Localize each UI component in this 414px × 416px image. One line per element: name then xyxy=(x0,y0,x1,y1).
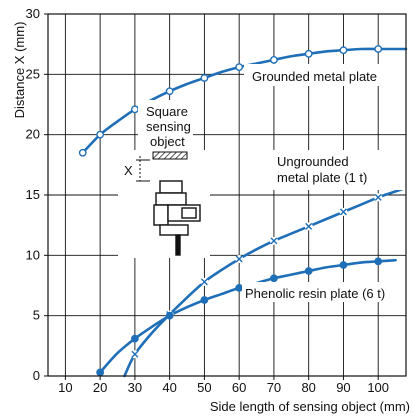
series-0-point xyxy=(130,105,139,114)
series-0-point xyxy=(200,74,209,82)
series-label-ungrounded-line2: metal plate (1 t) xyxy=(277,170,367,185)
plot-frame xyxy=(47,13,407,377)
x-tick-label: 50 xyxy=(197,380,211,395)
series-1-point xyxy=(235,254,244,263)
y-tick-label: 30 xyxy=(26,6,40,21)
distance-symbol: X xyxy=(124,163,133,178)
series-1-point xyxy=(269,236,278,245)
series-1-point xyxy=(130,350,139,359)
series-2-point xyxy=(130,334,139,343)
x-tick-label: 30 xyxy=(128,380,142,395)
series-2-point xyxy=(339,261,348,269)
series-1-point xyxy=(200,277,209,286)
series-1-point xyxy=(304,222,313,231)
x-tick-label: 60 xyxy=(232,380,246,395)
x-axis-label: Side length of sensing object (mm) xyxy=(210,399,410,414)
series-2-point xyxy=(374,257,383,266)
y-axis-label: Distance X (mm) xyxy=(12,22,27,119)
series-0-point xyxy=(374,45,383,53)
x-tick-label: 20 xyxy=(93,380,107,395)
series-0-point xyxy=(339,46,348,55)
series-2-point xyxy=(304,267,313,275)
x-tick-label: 70 xyxy=(267,380,281,395)
series-2-point xyxy=(235,284,244,292)
sensing-plate-icon xyxy=(152,151,188,160)
y-tick-label: 20 xyxy=(26,127,40,142)
x-tick-label: 40 xyxy=(162,380,176,395)
y-tick-label: 25 xyxy=(26,66,40,81)
y-tick-label: 0 xyxy=(33,368,40,383)
sensing-object-annotation: Square sensing object xyxy=(138,100,193,150)
proximity-sensor-icon xyxy=(153,180,201,256)
x-tick-label: 10 xyxy=(58,380,72,395)
series-0-point xyxy=(78,148,87,157)
series-label-ungrounded-line1: Ungrounded xyxy=(277,154,349,169)
series-0-point xyxy=(165,87,174,96)
x-tick-label: 80 xyxy=(301,380,315,395)
series-1-point xyxy=(374,193,383,202)
x-tick-label: 100 xyxy=(367,380,389,395)
series-2-point xyxy=(96,368,105,377)
x-tick-label: 90 xyxy=(336,380,350,395)
sensing-object-label-line3: object xyxy=(150,134,185,149)
y-tick-label: 5 xyxy=(33,308,40,323)
series-label-grounded: Grounded metal plate xyxy=(252,69,377,84)
series-2-point xyxy=(200,296,209,304)
series-0-point xyxy=(96,130,105,139)
y-tick-label: 15 xyxy=(26,187,40,202)
series-1-point xyxy=(339,207,348,216)
series-0-point xyxy=(235,63,244,71)
series-0-point xyxy=(304,49,313,58)
series-0-point xyxy=(270,55,278,64)
series-label-phenolic: Phenolic resin plate (6 t) xyxy=(245,286,385,301)
series-line-2 xyxy=(98,258,397,374)
series-2-point xyxy=(270,274,278,283)
series-markers xyxy=(78,45,383,377)
sensor-diagram: X xyxy=(118,150,210,258)
tick-labels: 10 20 30 40 50 60 70 80 90 100 0 5 10 15 20 25 30 xyxy=(26,6,390,395)
series-2-point xyxy=(165,311,174,320)
sensing-object-label-line2: sensing xyxy=(146,119,191,134)
y-tick-label: 10 xyxy=(26,247,40,262)
sensing-object-label-line1: Square xyxy=(146,104,188,119)
